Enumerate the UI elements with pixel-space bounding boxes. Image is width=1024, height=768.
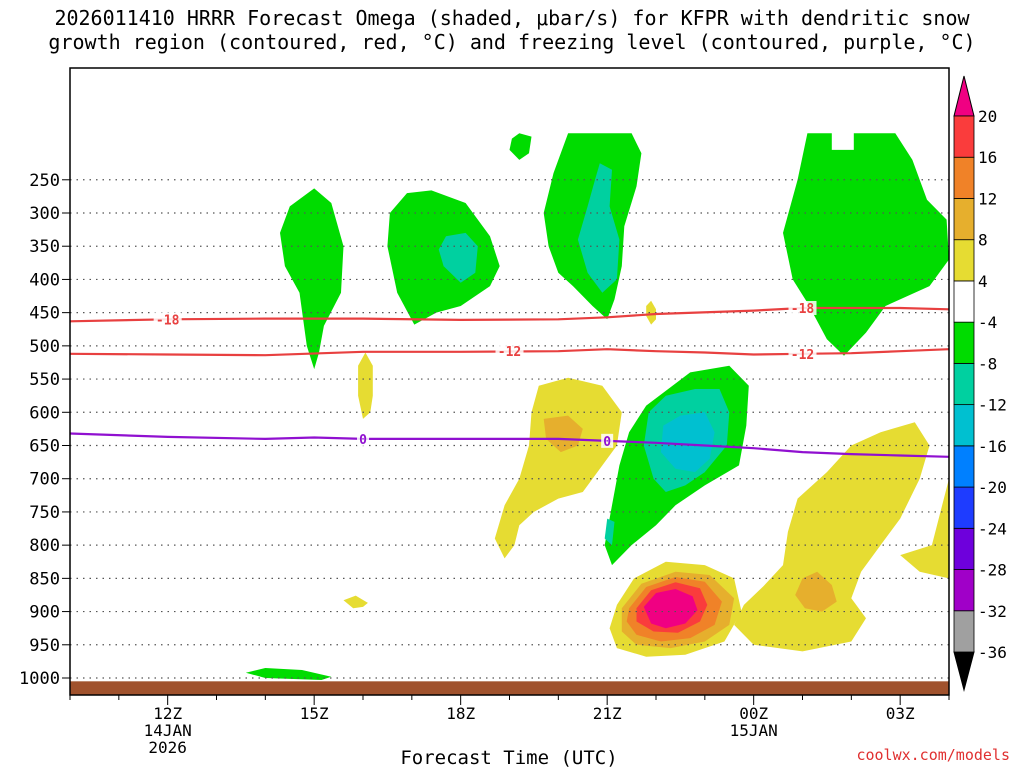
y-tick-label-850: 850 — [29, 569, 60, 589]
contour-layer: -18 -18 -12 -12 0 0 — [69, 300, 950, 458]
omega-region-14-level-8 — [795, 571, 837, 612]
x-tick-label-21Z: 21Z — [593, 704, 622, 723]
colorbar-label-12: 12 — [978, 189, 997, 208]
omega-region-19-level--12 — [604, 518, 615, 546]
freezing-level-0-label-0: 0 — [359, 433, 367, 448]
y-tick-label-650: 650 — [29, 437, 60, 457]
y-tick-label-800: 800 — [29, 536, 60, 556]
colorbar-label--20: -20 — [978, 478, 1007, 497]
omega-region-1-level--8 — [280, 188, 344, 370]
colorbar-label-4: 4 — [978, 272, 988, 291]
colorbar-box-5 — [953, 404, 975, 447]
colorbar-box-10 — [953, 198, 975, 241]
freezing-level-0-label-1: 0 — [603, 435, 611, 450]
dgz-minus18-line — [69, 306, 950, 323]
colorbar-box-0 — [953, 610, 975, 653]
dgz-minus18-label-0: -18 — [156, 313, 180, 328]
omega-region-10-level-4 — [343, 595, 368, 609]
colorbar-box-12 — [953, 115, 975, 158]
x-tick-label-12Z: 12Z — [153, 704, 182, 723]
omega-region-9-level-4 — [358, 352, 373, 419]
colorbar-label--36: -36 — [978, 643, 1007, 662]
omega-region-0-level--8 — [245, 668, 332, 680]
y-tick-label-300: 300 — [29, 204, 60, 224]
colorbar-box-3 — [953, 486, 975, 529]
y-tick-label-1000: 1000 — [19, 669, 60, 689]
omega-region-3-level--12 — [438, 232, 478, 283]
colorbar-box-2 — [953, 527, 975, 570]
colorbar-box-9 — [953, 239, 975, 282]
colorbar-below-triangle — [953, 651, 975, 692]
y-tick-label-250: 250 — [29, 171, 60, 191]
colorbar-label-8: 8 — [978, 231, 988, 250]
omega-region-11-level-4 — [494, 377, 622, 559]
colorbar-label--16: -16 — [978, 437, 1007, 456]
chart-title-line2: growth region (contoured, red, °C) and f… — [48, 30, 976, 54]
freezing-level-0-label-bg-1 — [601, 433, 614, 448]
x-tick-label-15Z: 15Z — [300, 704, 329, 723]
colorbar-box-6 — [953, 362, 975, 406]
freezing-level-0-line — [69, 432, 950, 458]
omega-colorbar: -36 -32 -28 -24 -20 -16 -12 -8 -4 4 8 12 16 20 — [953, 75, 1007, 692]
freezing-level-0-label-bg-0 — [357, 431, 369, 446]
x-tick-sublabel-14JAN: 14JAN — [144, 721, 192, 740]
colorbar-box-1 — [953, 569, 975, 612]
omega-shading-layer — [245, 133, 949, 680]
y-tick-label-500: 500 — [29, 337, 60, 357]
dgz-minus12-label-bg-1 — [788, 346, 817, 361]
omega-region-4-level--8 — [509, 133, 532, 160]
omega-region-18-level--16 — [660, 412, 715, 473]
omega-region-8-level-4 — [646, 300, 656, 325]
x-tick-label-03Z: 03Z — [886, 704, 915, 723]
colorbar-label--24: -24 — [978, 519, 1007, 538]
y-tick-label-350: 350 — [29, 237, 60, 257]
colorbar-box-11 — [953, 156, 975, 199]
y-tick-label-750: 750 — [29, 503, 60, 523]
site-credit[interactable]: coolwx.com/models — [856, 746, 1010, 764]
colorbar-label--32: -32 — [978, 602, 1007, 621]
ground-layer — [70, 681, 949, 695]
colorbar-label-16: 16 — [978, 148, 997, 167]
x-tick-label-18Z: 18Z — [446, 704, 475, 723]
omega-region-7-level--8 — [783, 133, 949, 356]
x-tick-label-00Z: 00Z — [739, 704, 768, 723]
dgz-minus12-label-1: -12 — [791, 348, 814, 363]
dgz-minus12-label-0: -12 — [498, 345, 521, 360]
colorbar-label-20: 20 — [978, 107, 997, 126]
dgz-minus18-label-bg-0 — [153, 312, 182, 327]
colorbar-box-7 — [953, 321, 975, 364]
x-axis-label: Forecast Time (UTC) — [400, 747, 617, 768]
axes-layer: 250 300 350 400 450 500 550 600 650 700 750 800 850 9… — [19, 171, 950, 757]
omega-region-13-level-4 — [734, 422, 930, 652]
y-tick-label-400: 400 — [29, 270, 60, 290]
dgz-minus18-label-1: -18 — [791, 302, 815, 317]
dgz-minus12-line — [69, 348, 950, 357]
colorbar-label--8: -8 — [978, 354, 997, 373]
x-tick-sublabel-2026: 2026 — [148, 738, 187, 757]
y-tick-label-550: 550 — [29, 370, 60, 390]
colorbar-box-8 — [953, 280, 975, 323]
omega-region-15-level-4 — [900, 478, 949, 579]
chart-title-line1: 2026011410 HRRR Forecast Omega (shaded, … — [54, 6, 970, 30]
y-tick-label-950: 950 — [29, 636, 60, 656]
y-tick-label-600: 600 — [29, 403, 60, 423]
y-tick-label-450: 450 — [29, 304, 60, 324]
y-tick-label-900: 900 — [29, 603, 60, 623]
dgz-minus18-label-bg-1 — [788, 300, 817, 315]
dgz-minus12-label-bg-0 — [495, 344, 524, 359]
colorbar-above-triangle — [953, 75, 975, 117]
y-tick-label-700: 700 — [29, 470, 60, 490]
x-tick-sublabel-15JAN: 15JAN — [730, 721, 778, 740]
omega-region-12-level-8 — [543, 415, 583, 453]
colorbar-label--4: -4 — [978, 313, 997, 332]
ground-fill — [70, 681, 949, 695]
colorbar-label--12: -12 — [978, 396, 1007, 415]
omega-region-24-level-20 — [643, 589, 698, 629]
colorbar-label--28: -28 — [978, 561, 1007, 580]
colorbar-box-4 — [953, 445, 975, 488]
omega-region-6-level--12 — [577, 163, 620, 293]
